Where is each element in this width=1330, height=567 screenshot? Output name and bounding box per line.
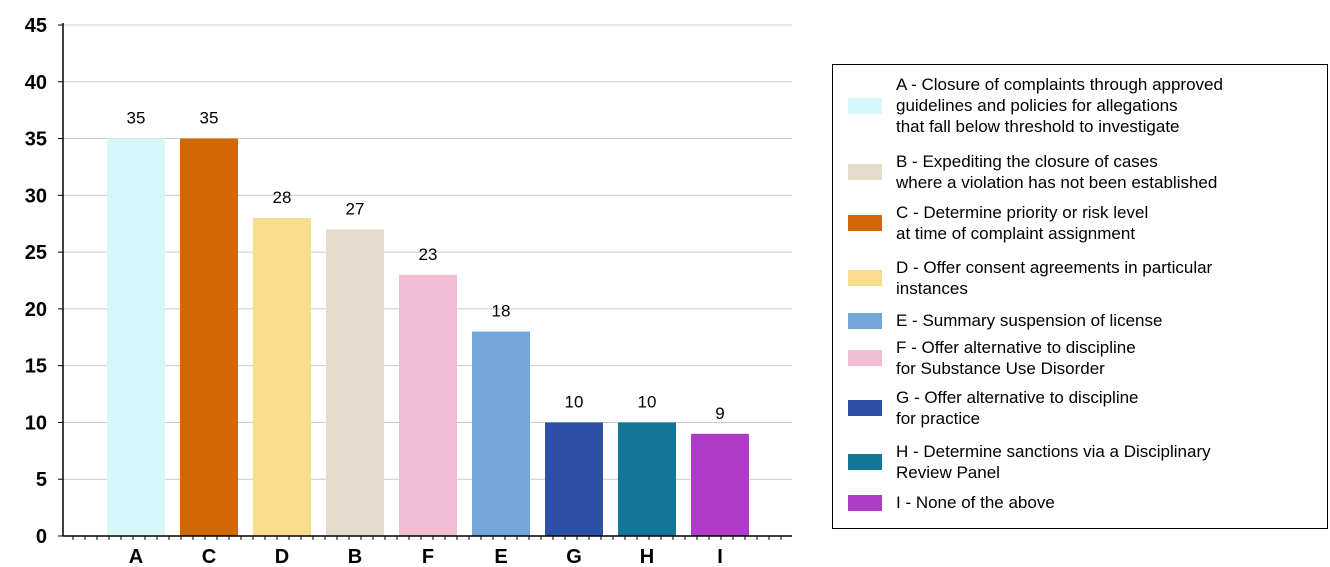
legend-swatch-c xyxy=(848,215,882,231)
data-label-a: 35 xyxy=(127,109,146,128)
data-label-c: 35 xyxy=(200,109,219,128)
y-tick-label-35: 35 xyxy=(25,129,47,151)
legend: A - Closure of complaints through approv… xyxy=(832,64,1328,529)
legend-label-a: A - Closure of complaints through approv… xyxy=(896,75,1223,136)
y-tick-label-40: 40 xyxy=(25,72,47,94)
bar-i xyxy=(691,433,749,536)
bar-b xyxy=(326,229,384,536)
y-tick-label-20: 20 xyxy=(25,299,47,321)
legend-swatch-a xyxy=(848,97,882,114)
x-tick-label-e: E xyxy=(494,546,507,567)
legend-swatch-h xyxy=(848,454,882,470)
y-tick-label-15: 15 xyxy=(25,356,47,378)
legend-item-g: G - Offer alternative to discipline for … xyxy=(833,387,1327,429)
bar-e xyxy=(472,331,530,536)
legend-item-e: E - Summary suspension of license xyxy=(833,310,1327,331)
bar-a xyxy=(107,138,165,537)
y-tick-label-25: 25 xyxy=(25,242,47,264)
legend-label-g: G - Offer alternative to discipline for … xyxy=(896,388,1139,428)
data-label-f: 23 xyxy=(419,245,438,264)
x-tick-label-f: F xyxy=(422,546,434,567)
bar-g xyxy=(545,422,603,536)
legend-item-b: B - Expediting the closure of cases wher… xyxy=(833,151,1327,193)
bar-h xyxy=(618,422,676,536)
legend-item-f: F - Offer alternative to discipline for … xyxy=(833,337,1327,379)
y-tick-label-45: 45 xyxy=(25,15,47,37)
y-tick-label-5: 5 xyxy=(36,469,47,491)
bar-chart: 35 35 28 27 23 18 10 10 9 0 5 10 15 20 25 30 35 40 45 A C D B… xyxy=(25,15,792,567)
legend-label-i: I - None of the above xyxy=(896,493,1055,512)
legend-item-d: D - Offer consent agreements in particul… xyxy=(833,257,1327,299)
legend-item-i: I - None of the above xyxy=(833,492,1327,513)
x-tick-label-b: B xyxy=(348,546,362,567)
x-tick-label-d: D xyxy=(275,546,289,567)
legend-label-h: H - Determine sanctions via a Disciplina… xyxy=(896,442,1211,482)
legend-swatch-i xyxy=(848,494,882,511)
legend-swatch-b xyxy=(848,164,882,180)
x-tick-label-h: H xyxy=(640,546,654,567)
legend-swatch-g xyxy=(848,400,882,416)
bar-c xyxy=(180,138,238,537)
legend-label-c: C - Determine priority or risk level at … xyxy=(896,203,1149,243)
x-tick-label-g: G xyxy=(566,546,582,567)
data-label-e: 18 xyxy=(492,302,511,321)
data-label-d: 28 xyxy=(273,188,292,207)
legend-label-b: B - Expediting the closure of cases wher… xyxy=(896,152,1218,192)
bars xyxy=(107,138,749,537)
legend-label-e: E - Summary suspension of license xyxy=(896,311,1163,330)
data-label-g: 10 xyxy=(565,392,584,411)
legend-label-f: F - Offer alternative to discipline for … xyxy=(896,338,1136,378)
legend-item-c: C - Determine priority or risk level at … xyxy=(833,202,1327,244)
y-tick-label-10: 10 xyxy=(25,412,47,434)
legend-item-h: H - Determine sanctions via a Disciplina… xyxy=(833,441,1327,483)
data-label-h: 10 xyxy=(638,392,657,411)
data-label-i: 9 xyxy=(715,404,724,423)
data-labels: 35 35 28 27 23 18 10 10 9 xyxy=(127,109,725,423)
data-label-b: 27 xyxy=(346,199,365,218)
legend-swatch-f xyxy=(848,350,882,366)
x-tick-label-i: I xyxy=(717,546,723,567)
legend-label-d: D - Offer consent agreements in particul… xyxy=(896,258,1213,298)
bar-f xyxy=(399,274,457,536)
legend-swatch-e xyxy=(848,312,882,329)
y-tick-label-30: 30 xyxy=(25,185,47,207)
x-tick-label-c: C xyxy=(202,546,216,567)
y-tick-label-0: 0 xyxy=(36,526,47,548)
bar-d xyxy=(253,218,311,537)
legend-swatch-d xyxy=(848,270,882,286)
x-tick-label-a: A xyxy=(129,546,143,567)
legend-item-a: A - Closure of complaints through approv… xyxy=(833,74,1327,137)
axes: 0 5 10 15 20 25 30 35 40 45 A C D B F E G H I xyxy=(25,15,792,567)
